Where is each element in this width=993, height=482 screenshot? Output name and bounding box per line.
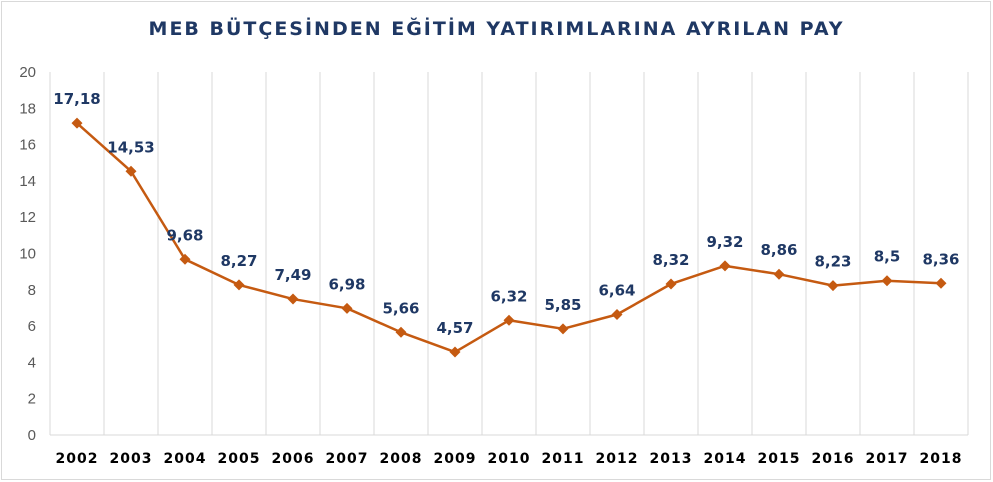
data-labels: 17,18 14,53 9,68 8,27 7,49 6,98 5,66 4,57 6,32 5,… (53, 90, 959, 337)
x-tick-label: 2011 (542, 451, 585, 467)
data-series (71, 117, 947, 358)
data-label: 5,66 (382, 299, 419, 317)
data-label: 6,32 (490, 287, 527, 305)
data-point-marker (449, 346, 461, 358)
data-label: 14,53 (107, 138, 154, 156)
data-point-marker (665, 278, 677, 290)
gridlines (49, 72, 969, 436)
y-tick-label: 0 (28, 427, 36, 444)
y-tick-label: 4 (28, 354, 36, 371)
data-label: 17,18 (53, 90, 100, 108)
chart-title: MEB BÜTÇESİNDEN EĞİTİM YATIRIMLARINA AYR… (148, 18, 845, 40)
x-tick-label: 2004 (164, 451, 207, 467)
x-tick-label: 2018 (920, 451, 963, 467)
data-point-marker (611, 308, 623, 320)
x-tick-label: 2006 (272, 451, 315, 467)
data-label: 4,57 (436, 319, 473, 337)
x-tick-label: 2009 (434, 451, 477, 467)
data-point-marker (557, 323, 569, 335)
x-tick-label: 2010 (488, 451, 531, 467)
data-point-marker (341, 302, 353, 314)
x-tick-label: 2012 (596, 451, 639, 467)
x-tick-label: 2008 (380, 451, 423, 467)
data-label: 6,64 (598, 281, 635, 299)
x-tick-label: 2003 (110, 451, 153, 467)
y-tick-label: 10 (19, 246, 36, 263)
data-label: 7,49 (274, 266, 311, 284)
data-point-marker (881, 275, 893, 287)
data-point-marker (125, 165, 137, 177)
data-label: 8,36 (922, 250, 959, 268)
x-tick-label: 2002 (56, 451, 99, 467)
data-label: 8,27 (220, 252, 257, 270)
y-tick-label: 12 (19, 209, 36, 226)
x-tick-label: 2015 (758, 451, 801, 467)
x-tick-label: 2016 (812, 451, 855, 467)
x-tick-label: 2017 (866, 451, 909, 467)
data-label: 6,98 (328, 275, 365, 293)
data-point-marker (719, 260, 731, 272)
data-label: 5,85 (544, 296, 581, 314)
y-tick-label: 18 (19, 100, 36, 117)
y-tick-label: 6 (28, 318, 36, 335)
data-label: 8,86 (760, 241, 797, 259)
x-tick-label: 2013 (650, 451, 693, 467)
y-tick-label: 16 (19, 137, 36, 154)
data-point-marker (179, 253, 191, 265)
x-tick-label: 2014 (704, 451, 747, 467)
data-point-marker (827, 280, 839, 292)
x-axis-ticks: 2002 2003 2004 2005 2006 2007 2008 2009 2010 2011… (56, 451, 963, 467)
data-point-marker (71, 117, 83, 129)
y-tick-label: 2 (28, 391, 36, 408)
data-label: 8,32 (652, 251, 689, 269)
data-point-marker (503, 314, 515, 326)
data-label: 8,23 (814, 253, 851, 271)
data-label: 8,5 (874, 248, 901, 266)
data-point-marker (935, 277, 947, 289)
data-label: 9,32 (706, 233, 743, 251)
data-label: 9,68 (166, 226, 203, 244)
x-tick-label: 2007 (326, 451, 369, 467)
data-point-marker (233, 279, 245, 291)
x-tick-label: 2005 (218, 451, 261, 467)
y-tick-label: 20 (19, 64, 36, 81)
y-axis-ticks: 0 2 4 6 8 10 12 14 16 18 20 (19, 64, 36, 444)
data-point-marker (287, 293, 299, 305)
data-point-marker (395, 326, 407, 338)
y-tick-label: 14 (19, 173, 36, 190)
y-tick-label: 8 (28, 282, 36, 299)
data-point-marker (773, 268, 785, 280)
